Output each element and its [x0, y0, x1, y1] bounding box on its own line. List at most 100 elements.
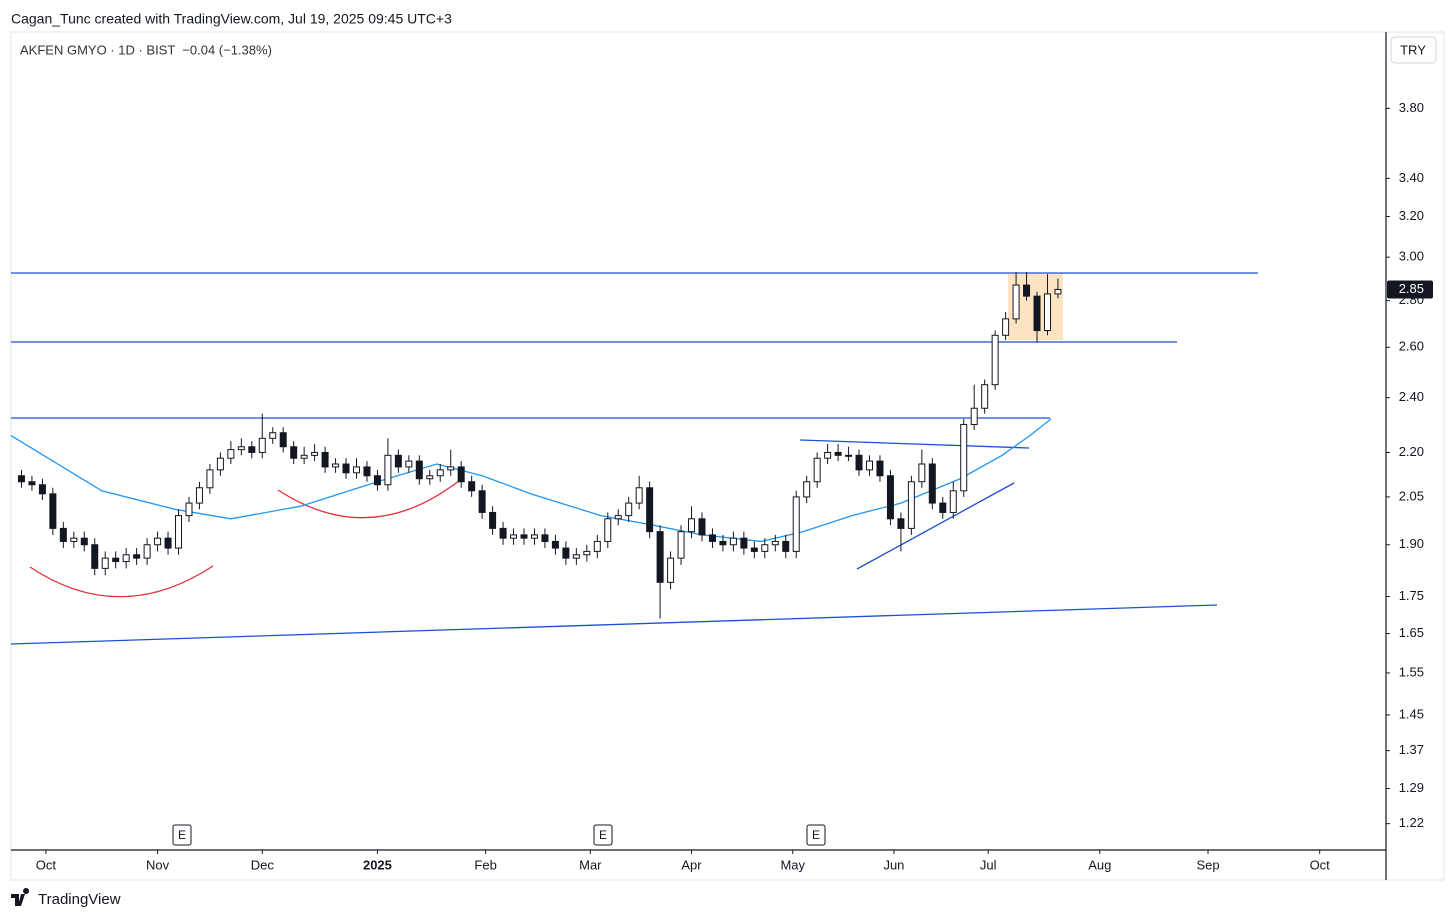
candle-body [991, 334, 999, 386]
candle-body [1023, 284, 1031, 297]
y-tick-label: 3.80 [1399, 100, 1424, 115]
candle-body [562, 547, 570, 559]
candle-body [311, 451, 319, 456]
last-price-badge [1387, 280, 1433, 299]
y-tick-label: 3.20 [1399, 208, 1424, 223]
candle-body [719, 540, 727, 546]
candle-body [164, 537, 172, 549]
candle-body [960, 423, 968, 492]
candle-body [1043, 293, 1051, 332]
candle-body [49, 493, 57, 529]
earnings-marker: E [812, 828, 820, 842]
logo-text: TradingView [38, 891, 121, 908]
candle-body [834, 451, 842, 456]
candle-body [373, 475, 381, 486]
candle-body [154, 537, 162, 546]
candle-body [918, 463, 926, 483]
logo: TradingView [11, 888, 121, 908]
candle-body [688, 518, 696, 533]
arc [29, 565, 214, 598]
candle-body [792, 496, 800, 552]
candle-body [80, 537, 88, 546]
candle-body [866, 460, 874, 471]
candle-body [635, 487, 643, 504]
candle-body [352, 466, 360, 474]
earnings-box [806, 824, 826, 846]
y-tick-label: 1.22 [1399, 815, 1424, 830]
trend-line [799, 439, 1030, 449]
candle-body [845, 454, 853, 457]
y-tick-label: 1.65 [1399, 625, 1424, 640]
candle-body [593, 540, 601, 552]
candle-body [447, 466, 455, 471]
x-tick-label: Nov [146, 857, 170, 872]
candle-body [625, 502, 633, 517]
x-tick-label: Jul [980, 857, 997, 872]
candle-body [185, 502, 193, 517]
x-tick-label: May [780, 857, 805, 872]
candle-body [897, 518, 905, 529]
earnings-marker: E [178, 828, 186, 842]
candle-body [939, 502, 947, 513]
candle-body [1033, 295, 1041, 332]
y-tick-label: 2.20 [1399, 444, 1424, 459]
candle-body [342, 463, 350, 474]
chart-frame [10, 31, 1445, 881]
candle-body [782, 540, 790, 552]
candle-body [415, 460, 423, 480]
candle-body [216, 457, 224, 471]
x-tick-label: Oct [36, 857, 57, 872]
candle-body [761, 544, 769, 552]
candle-body [384, 454, 392, 486]
y-tick-label: 1.37 [1399, 742, 1424, 757]
candle-body [803, 481, 811, 498]
candle-body [112, 557, 120, 563]
candle-body [101, 557, 109, 569]
marks [10, 272, 1062, 619]
candle-body [510, 534, 518, 539]
candle-body [478, 490, 486, 513]
y-tick-label: 3.40 [1399, 170, 1424, 185]
candle-body [279, 432, 287, 448]
y-tick-label: 1.90 [1399, 536, 1424, 551]
candle-body [28, 481, 36, 486]
y-tick-label: 2.60 [1399, 339, 1424, 354]
candle-body [667, 557, 675, 583]
y-tick-label: 2.05 [1399, 488, 1424, 503]
candle-body [907, 481, 915, 529]
candle-body [928, 463, 936, 504]
candle-body [541, 534, 549, 542]
candle-body [530, 534, 538, 539]
candle-body [614, 515, 622, 520]
candle-body [59, 527, 67, 542]
y-tick-label: 1.45 [1399, 706, 1424, 721]
candle-body [269, 432, 277, 439]
logo-mark [11, 888, 30, 906]
candle-body [457, 466, 465, 483]
candle-body [970, 407, 978, 425]
x-tick-label: 2025 [363, 857, 392, 872]
candle-body [290, 446, 298, 459]
candle-body [886, 475, 894, 520]
candle-body [572, 554, 580, 559]
currency-box [1390, 36, 1437, 64]
y-tick-label: 1.55 [1399, 664, 1424, 679]
candle-body [332, 463, 340, 468]
candle-body [656, 531, 664, 583]
candle-body [813, 457, 821, 483]
arc [277, 479, 461, 519]
candle-body [122, 554, 130, 563]
candle-body [949, 490, 957, 513]
candle-body [237, 446, 245, 451]
candle-body [405, 460, 413, 468]
candle-body [677, 531, 685, 559]
candle-body [646, 487, 654, 533]
candle-body [698, 518, 706, 536]
x-tick-label: Feb [474, 857, 496, 872]
candle-body [489, 511, 497, 529]
candle-body [771, 540, 779, 546]
x-tick-label: Sep [1196, 857, 1219, 872]
symbol-info: AKFEN GMYO · 1D · BIST −0.04 (−1.38%) [20, 42, 272, 57]
